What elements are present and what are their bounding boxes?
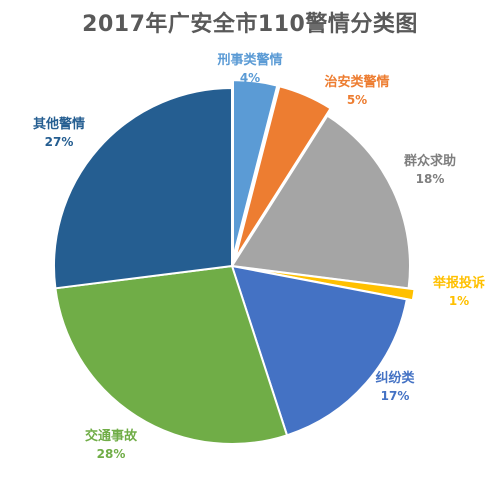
slice-label-percent: 1% — [449, 294, 469, 308]
pie-slice-5 — [230, 264, 409, 437]
slice-label-percent: 18% — [416, 172, 445, 186]
slice-label-1: 刑事类警情 4% — [217, 52, 282, 85]
slice-label-3: 群众求助 18% — [404, 153, 456, 186]
slice-label-percent: 4% — [240, 71, 260, 85]
slice-label-5: 纠纷类 17% — [375, 370, 415, 403]
slice-label-name: 治安类警情 — [324, 74, 389, 90]
slice-label-percent: 5% — [347, 93, 367, 107]
pie-slice-7 — [53, 86, 233, 290]
slice-label-4: 举报投诉 1% — [432, 275, 485, 308]
slice-label-6: 交通事故 28% — [85, 428, 138, 461]
pie-slice-1 — [232, 79, 279, 259]
slice-label-2: 治安类警情 5% — [324, 74, 389, 107]
slice-label-name: 举报投诉 — [432, 275, 485, 291]
pie-slice-2 — [234, 85, 332, 260]
slice-label-percent: 27% — [45, 135, 74, 149]
slice-label-name: 纠纷类 — [375, 370, 415, 386]
pie-slice-6 — [54, 264, 289, 445]
slice-label-7: 其他警情 27% — [33, 116, 85, 149]
slice-label-percent: 17% — [381, 389, 410, 403]
slice-label-percent: 28% — [97, 447, 126, 461]
slice-label-name: 其他警情 — [33, 116, 85, 132]
slice-label-name: 群众求助 — [404, 153, 456, 169]
slice-label-name: 刑事类警情 — [217, 52, 282, 68]
slice-label-name: 交通事故 — [85, 428, 138, 444]
chart-title: 2017年广安全市110警情分类图 — [82, 12, 418, 37]
pie-slice-3 — [230, 114, 411, 290]
